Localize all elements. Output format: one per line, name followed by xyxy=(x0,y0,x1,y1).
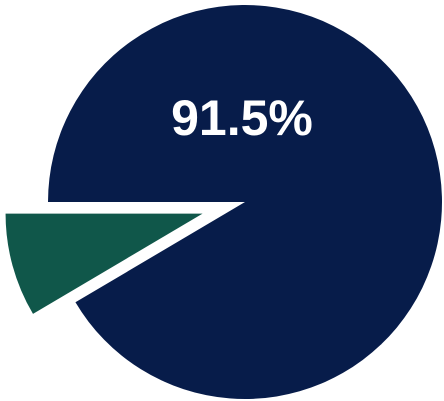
slice-label-0: 91.5% xyxy=(171,90,313,146)
pie-slices xyxy=(5,4,442,400)
pie-slice-0 xyxy=(48,4,442,400)
slice-labels: 91.5% xyxy=(171,90,313,146)
pie-slice-1 xyxy=(5,213,203,314)
